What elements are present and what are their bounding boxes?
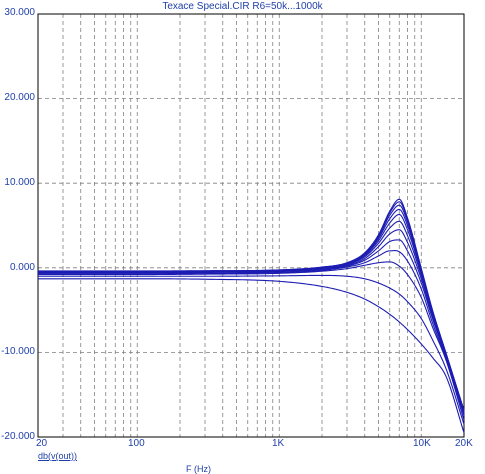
series-line [38, 278, 465, 433]
y-tick-label: 10.000 [4, 177, 35, 188]
x-tick-label: 1K [272, 438, 285, 449]
series-line [38, 201, 465, 411]
series-line [38, 274, 465, 425]
x-tick-label: 20 [36, 438, 48, 449]
y-tick-label: 30.000 [4, 7, 35, 18]
y-tick-label: -10.000 [1, 346, 35, 357]
x-axis-label: F (Hz) [186, 464, 211, 474]
chart-title: Texace Special.CIR R6=50k...1000k [162, 1, 323, 12]
series-line [38, 239, 465, 415]
y-tick-label: -20.000 [1, 431, 35, 442]
series-line [38, 213, 465, 412]
x-tick-label: 100 [128, 438, 145, 449]
series-line [38, 250, 465, 417]
y-tick-label: 0.000 [9, 262, 35, 273]
series-line [38, 261, 465, 421]
x-tick-label: 20K [455, 438, 473, 449]
series-line [38, 229, 465, 414]
plot-frame [37, 13, 465, 438]
y-tick-label: 20.000 [4, 92, 35, 103]
series-line [38, 198, 465, 411]
series-line [38, 220, 465, 413]
y-axis-label: db(v(out)) [38, 451, 78, 461]
x-tick-label: 10K [413, 438, 431, 449]
series-line [38, 204, 465, 411]
